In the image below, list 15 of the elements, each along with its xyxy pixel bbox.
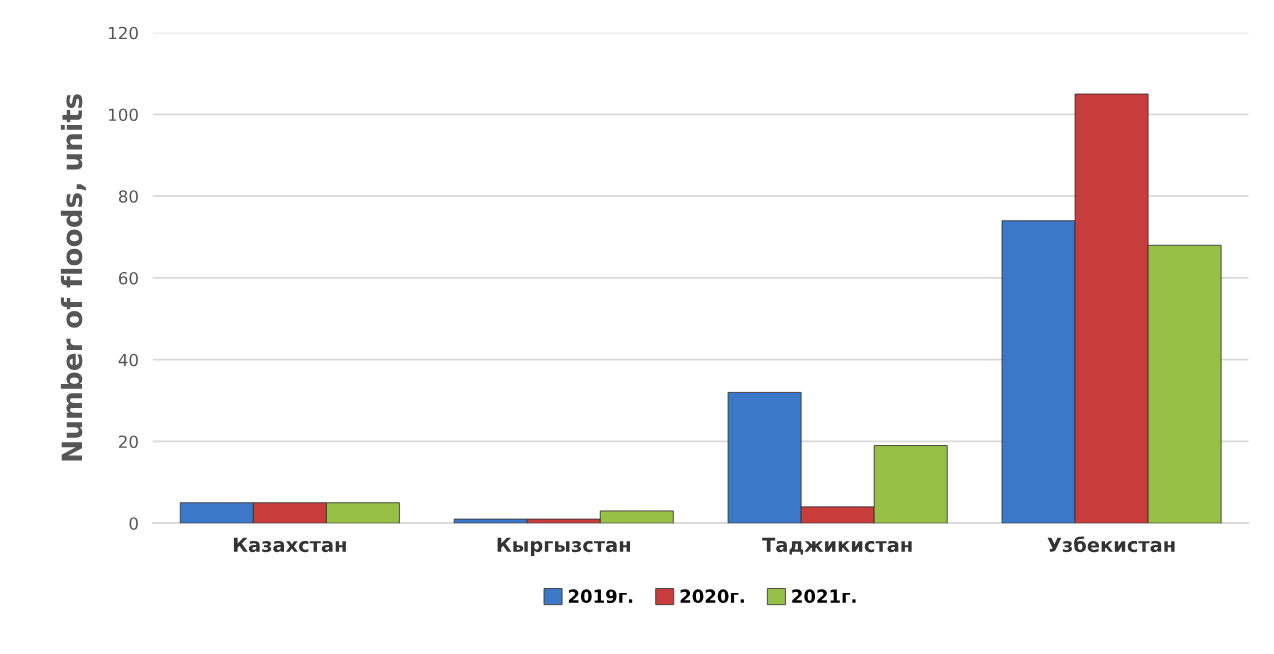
y-tick-label: 40 [118, 353, 138, 367]
y-tick-label: 20 [119, 435, 138, 449]
legend-label: 2020г. [680, 589, 744, 604]
y-tick-label: 100 [109, 108, 138, 122]
y-axis-title: Number of floods, units [60, 94, 86, 461]
x-tick-label: Таджикистан [762, 537, 912, 555]
y-tick-label: 80 [118, 190, 138, 203]
x-tick-label: Узбекистан [1047, 536, 1175, 553]
legend-label: 2021г. [792, 589, 856, 604]
y-tick-label: 0 [129, 517, 138, 530]
legend-label: 2019г. [568, 589, 633, 604]
y-tick-label: 120 [109, 26, 138, 40]
x-tick-label: Кыргызстан [497, 537, 630, 556]
y-tick-label: 60 [118, 271, 138, 285]
x-tick-label: Казахстан [233, 537, 346, 553]
